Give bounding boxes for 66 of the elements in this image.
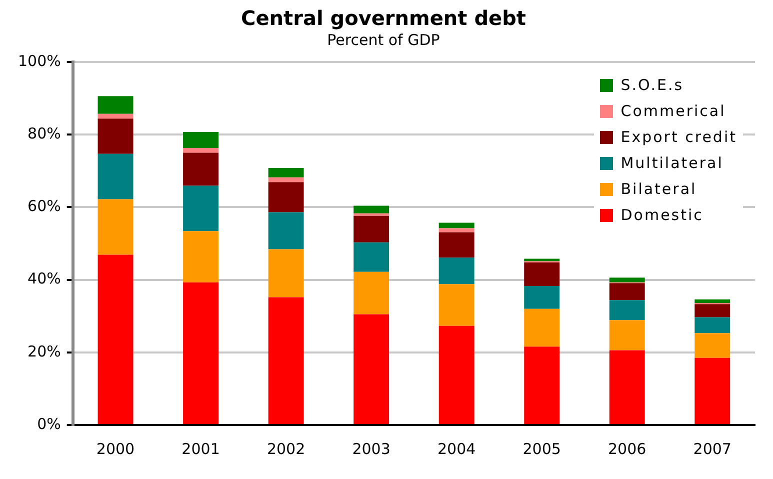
bar: [524, 262, 560, 286]
legend-label: Bilateral: [620, 179, 697, 200]
y-tick-label: 0%: [37, 414, 61, 433]
y-tick-label: 40%: [28, 270, 61, 288]
bar: [694, 317, 730, 334]
legend-label: S.O.E.s: [620, 75, 684, 96]
bar: [524, 258, 560, 262]
bar: [524, 308, 560, 347]
x-tick-label: 2001: [182, 440, 220, 458]
bar: [183, 186, 219, 232]
chart-title: Central government debt: [241, 6, 526, 30]
chart-subtitle: Percent of GDP: [327, 30, 440, 49]
bar: [694, 358, 730, 424]
bar: [524, 346, 560, 424]
bar: [268, 182, 304, 212]
bar: [268, 297, 304, 424]
bar: [609, 320, 645, 350]
bar: [98, 118, 134, 154]
bar: [609, 350, 645, 424]
bar: [183, 282, 219, 424]
bar: [354, 213, 390, 216]
bar: [354, 242, 390, 272]
bar: [268, 177, 304, 182]
bar: [438, 232, 474, 258]
bar: [268, 249, 304, 298]
bar: [438, 284, 474, 326]
bar: [609, 283, 645, 300]
bar: [354, 216, 390, 242]
bar: [98, 96, 134, 114]
legend-label: Multilateral: [620, 153, 724, 174]
bar: [98, 254, 134, 424]
bar: [609, 300, 645, 320]
y-tick-label: 60%: [28, 197, 61, 216]
bar: [354, 206, 390, 214]
bar: [609, 278, 645, 282]
x-tick-label: 2000: [96, 440, 135, 458]
x-tick-label: 2007: [693, 440, 732, 458]
bar: [183, 148, 219, 153]
legend-label: Export credit: [620, 127, 737, 148]
bar: [183, 152, 219, 186]
legend-label: Commerical: [620, 101, 726, 122]
bar: [98, 154, 134, 200]
bar: [98, 199, 134, 255]
y-tick-label: 80%: [28, 124, 61, 142]
bar: [183, 231, 219, 282]
x-tick-label: 2002: [266, 440, 306, 458]
x-tick-label: 2006: [608, 440, 646, 458]
x-tick-label: 2005: [522, 440, 561, 458]
x-tick-label: 2003: [352, 440, 390, 458]
bar: [438, 258, 474, 284]
bar: [524, 286, 560, 309]
bar: [98, 114, 134, 119]
bar: [694, 304, 730, 318]
y-tick-label: 20%: [28, 342, 61, 360]
bar: [268, 168, 304, 178]
bar: [354, 314, 390, 424]
bar: [694, 299, 730, 304]
bar: [268, 212, 304, 250]
x-tick-label: 2004: [437, 440, 476, 458]
bar: [438, 222, 474, 228]
bar: [183, 132, 219, 148]
y-tick-label: 100%: [18, 52, 61, 70]
bar: [354, 272, 390, 314]
bar: [694, 333, 730, 358]
legend-label: Domestic: [620, 205, 704, 226]
bar: [438, 326, 474, 424]
